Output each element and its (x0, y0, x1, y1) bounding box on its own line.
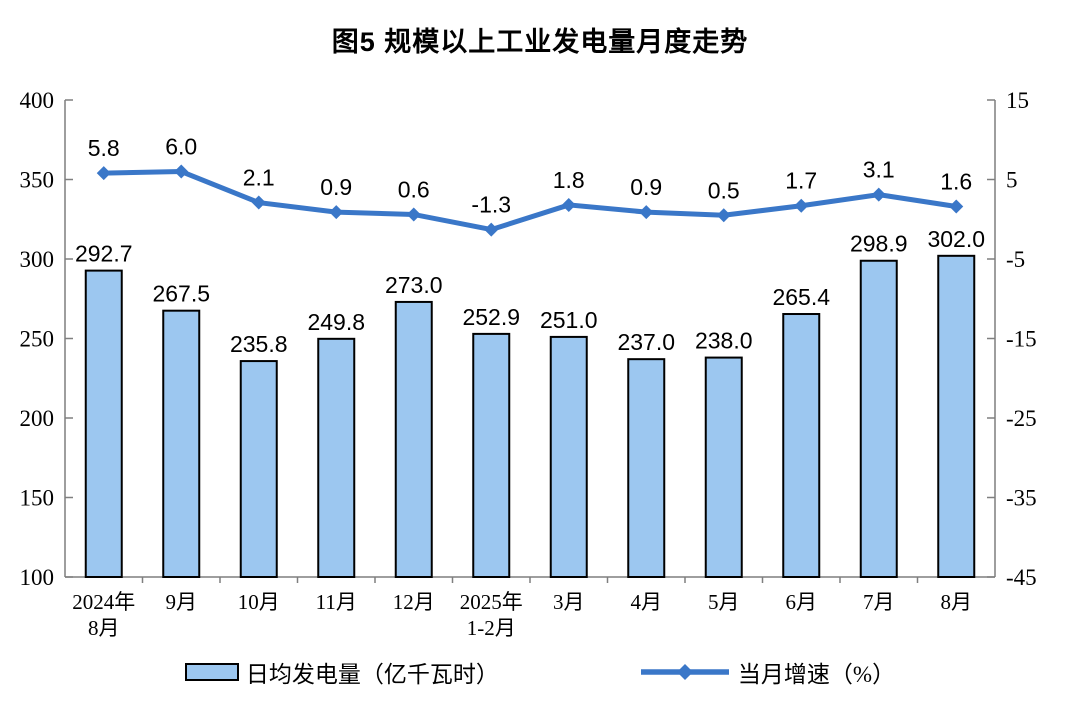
category-label: 12月 (393, 590, 435, 614)
legend-line-label: 当月增速（%） (737, 662, 896, 687)
line-marker (329, 205, 344, 220)
category-label: 2025年 (460, 590, 523, 614)
bar-value-label: 273.0 (385, 272, 443, 298)
category-label: 2024年 (72, 590, 135, 614)
line-value-label: 3.1 (863, 157, 895, 183)
category-label: 10月 (238, 590, 280, 614)
category-label: 1-2月 (467, 616, 516, 640)
line-marker (871, 187, 886, 202)
bar (317, 337, 356, 578)
line-value-label: 0.9 (630, 174, 662, 200)
line-value-label: 5.8 (88, 135, 120, 161)
left-axis-tick-label: 100 (20, 565, 55, 590)
bar-value-label: 238.0 (695, 328, 753, 354)
bar (782, 313, 821, 578)
right-axis-tick-label: 5 (1006, 168, 1018, 193)
bar-value-label: 252.9 (462, 304, 520, 330)
axes: 400 350 300 250 200 150 100 15 5 -5 -15 -25 -35 -45 (20, 88, 1037, 590)
category-label: 6月 (786, 590, 818, 614)
bar (239, 360, 278, 578)
line-marker (794, 198, 809, 213)
bar-value-label: 267.5 (152, 281, 210, 307)
chart-title: 图5 规模以上工业发电量月度走势 (331, 27, 749, 57)
combo-chart: 400 350 300 250 200 150 100 15 5 -5 -15 -25 -35 -45 29… (20, 88, 1037, 640)
line-marker (174, 164, 189, 179)
bar (549, 335, 588, 578)
bar-value-label: 237.0 (617, 329, 675, 355)
category-label: 5月 (708, 590, 740, 614)
bar (472, 332, 511, 578)
left-axis-tick-label: 250 (20, 327, 55, 352)
category-label: 4月 (631, 590, 663, 614)
bar (162, 309, 201, 579)
line-marker (251, 195, 266, 210)
line-marker (406, 207, 421, 222)
category-label: 11月 (316, 590, 357, 614)
bar-swatch-icon (184, 663, 239, 681)
bar (627, 358, 666, 579)
line-series: 5.8 6.0 2.1 0.9 0.6 -1.3 1.8 0.9 0.5 1.7 3.1 1.6 (88, 134, 972, 237)
line-marker (949, 199, 964, 214)
bar-value-label: 235.8 (230, 331, 288, 357)
left-axis-tick-label: 400 (20, 88, 55, 113)
line-marker (639, 205, 654, 220)
bar (394, 300, 433, 578)
category-label: 8月 (88, 616, 120, 640)
line-marker (96, 166, 111, 181)
line-value-label: 1.7 (785, 168, 817, 194)
legend-item-line: 当月增速（%） (639, 655, 895, 689)
bar-value-label: 249.8 (307, 309, 365, 335)
category-label: 7月 (863, 590, 895, 614)
bar (937, 254, 976, 578)
bar (859, 259, 898, 578)
line-marker (561, 197, 576, 212)
line-value-label: 0.5 (708, 177, 740, 203)
right-axis-tick-label: -45 (1006, 565, 1037, 590)
right-axis-tick-label: 15 (1006, 88, 1029, 113)
category-label: 8月 (941, 590, 973, 614)
bar-value-label: 265.4 (772, 284, 830, 310)
right-axis-tick-label: -35 (1006, 486, 1037, 511)
bar (704, 356, 743, 578)
line-value-label: 1.8 (553, 167, 585, 193)
left-axis-tick-label: 150 (20, 486, 55, 511)
left-axis-tick-label: 300 (20, 247, 55, 272)
line-marker (484, 222, 499, 237)
right-axis-tick-label: -5 (1006, 247, 1025, 272)
line-value-label: -1.3 (471, 192, 511, 218)
right-axis-tick-label: -15 (1006, 327, 1037, 352)
legend-item-bar: 日均发电量（亿千瓦时） (184, 655, 499, 689)
left-axis-tick-label: 350 (20, 168, 55, 193)
line-value-label: 6.0 (165, 134, 197, 160)
bar-value-label: 302.0 (927, 226, 985, 252)
line-value-label: 2.1 (243, 165, 275, 191)
line-value-label: 1.6 (940, 169, 972, 195)
bar-value-label: 251.0 (540, 307, 598, 333)
left-axis-tick-label: 200 (20, 406, 55, 431)
bar (84, 269, 123, 578)
growth-line (103, 169, 957, 233)
line-value-label: 0.9 (320, 174, 352, 200)
category-label: 9月 (166, 590, 198, 614)
right-axis-tick-label: -25 (1006, 406, 1037, 431)
category-label: 3月 (553, 590, 585, 614)
bar-value-label: 292.7 (75, 241, 133, 267)
line-swatch-icon (640, 664, 729, 680)
bar-series: 292.7 267.5 235.8 249.8 273.0 252.9 251.0 237.0… (75, 226, 985, 579)
line-value-label: 0.6 (398, 176, 430, 202)
legend-bar-label: 日均发电量（亿千瓦时） (245, 662, 499, 687)
line-marker (716, 208, 731, 223)
chart-legend: 日均发电量（亿千瓦时） 当月增速（%） (0, 651, 1080, 693)
bar-value-label: 298.9 (850, 231, 908, 257)
